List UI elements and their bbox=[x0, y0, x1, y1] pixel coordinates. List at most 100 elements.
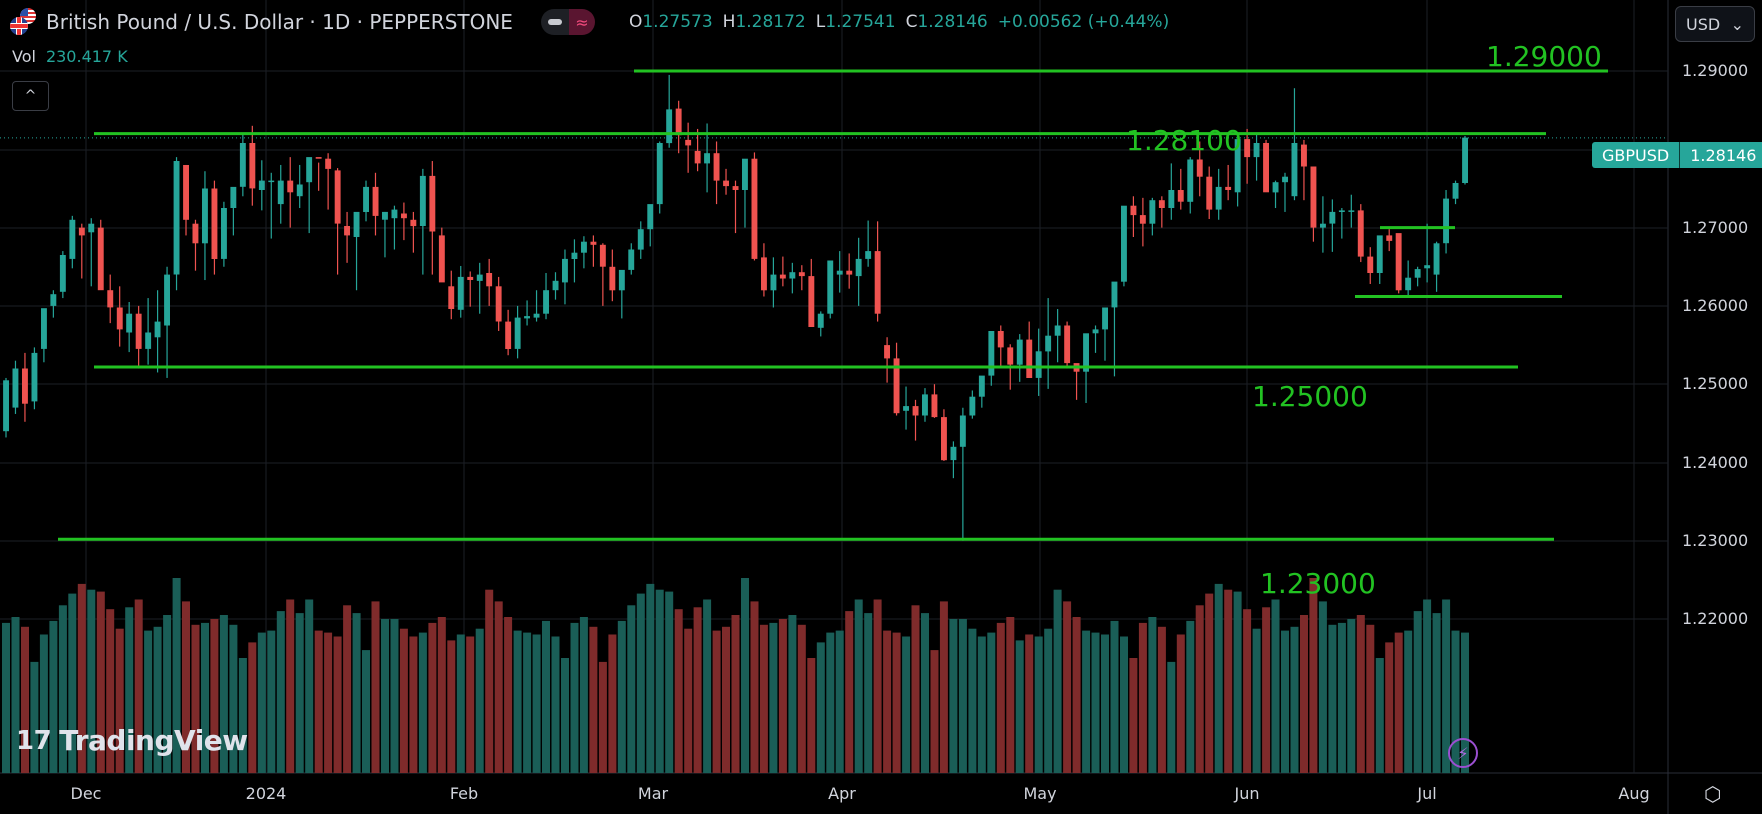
candle-body bbox=[874, 251, 881, 314]
candle-body bbox=[69, 219, 76, 259]
volume-bar bbox=[1347, 619, 1356, 774]
volume-bar bbox=[750, 601, 759, 773]
candle-body bbox=[1338, 210, 1345, 212]
candle-body bbox=[145, 332, 152, 349]
candle-body bbox=[1405, 277, 1412, 291]
candle-body bbox=[344, 226, 350, 236]
candle-body bbox=[1196, 159, 1203, 177]
candle-body bbox=[258, 180, 265, 190]
volume-bar bbox=[1082, 630, 1091, 773]
candle-body bbox=[382, 211, 388, 220]
lightning-icon[interactable]: ⚡ bbox=[1448, 738, 1478, 768]
candle-body bbox=[1035, 351, 1042, 378]
volume-bar bbox=[305, 599, 314, 774]
level-label[interactable]: 1.23000 bbox=[1260, 567, 1376, 600]
candle-body bbox=[78, 227, 85, 236]
tradingview-watermark[interactable]: 17 TradingView bbox=[16, 724, 248, 757]
volume-bar bbox=[693, 607, 702, 774]
symbol-legend: British Pound / U.S. Dollar · 1D · PEPPE… bbox=[10, 8, 1169, 36]
volume-bar bbox=[248, 642, 257, 774]
candle-body bbox=[533, 313, 540, 318]
volume-bar bbox=[807, 658, 816, 773]
compare-icon[interactable]: ≈ bbox=[568, 9, 595, 35]
volume-bar bbox=[665, 591, 674, 773]
candle-body bbox=[912, 406, 919, 416]
candle-body bbox=[552, 280, 559, 291]
volume-bar bbox=[409, 636, 418, 773]
volume-bar bbox=[390, 619, 399, 774]
volume-bar bbox=[49, 620, 58, 773]
volume-bar bbox=[759, 624, 768, 773]
candle-body bbox=[1282, 176, 1288, 183]
currency-selector[interactable]: USD ⌄ bbox=[1675, 6, 1755, 42]
volume-bar bbox=[542, 620, 550, 773]
level-label[interactable]: 1.29000 bbox=[1486, 40, 1602, 73]
volume-bar bbox=[977, 636, 986, 773]
volume-bar bbox=[1356, 615, 1365, 773]
candle-body bbox=[846, 270, 853, 275]
candle-body bbox=[1016, 339, 1023, 365]
volume-bar bbox=[333, 636, 342, 773]
volume-bar bbox=[1423, 599, 1432, 774]
candle-body bbox=[931, 394, 938, 418]
candle-body bbox=[1026, 339, 1033, 378]
candle-body bbox=[12, 368, 19, 408]
price-axis-label: 1.23000 bbox=[1682, 531, 1749, 550]
candle-body bbox=[183, 165, 189, 220]
level-label[interactable]: 1.25000 bbox=[1252, 380, 1368, 413]
volume-bar bbox=[418, 632, 427, 773]
ohlc-values: O1.27573 H1.28172 L1.27541 C1.28146 +0.0… bbox=[629, 12, 1169, 32]
volume-bar bbox=[1385, 642, 1394, 774]
volume-bar bbox=[1110, 620, 1119, 773]
candle-body bbox=[230, 186, 237, 208]
candle-body bbox=[893, 358, 900, 414]
hide-icon[interactable] bbox=[540, 9, 569, 35]
settings-hexagon-icon[interactable]: ⬡ bbox=[1704, 782, 1722, 806]
close-label: C bbox=[905, 12, 918, 32]
volume-bar bbox=[1120, 636, 1128, 773]
volume-bar bbox=[703, 599, 712, 774]
volume-bar bbox=[1101, 634, 1109, 773]
volume-label[interactable]: Vol bbox=[12, 47, 36, 66]
volume-bar bbox=[115, 628, 124, 773]
candle-body bbox=[1462, 137, 1468, 183]
symbol-title[interactable]: British Pound / U.S. Dollar · 1D · PEPPE… bbox=[46, 10, 513, 34]
candle-body bbox=[1348, 210, 1355, 212]
candle-body bbox=[126, 313, 133, 333]
indicator-pill[interactable]: ≈ bbox=[540, 9, 595, 35]
volume-bar bbox=[1375, 658, 1384, 773]
low-value: 1.27541 bbox=[825, 12, 896, 32]
candle-body bbox=[391, 209, 398, 219]
volume-bar bbox=[532, 634, 541, 773]
candle-body bbox=[50, 294, 57, 306]
candle-body bbox=[3, 380, 9, 432]
volume-bar bbox=[1233, 591, 1242, 773]
volume-bar bbox=[883, 630, 892, 773]
candle-body bbox=[325, 158, 332, 169]
volume-bar bbox=[579, 617, 588, 773]
candle-body bbox=[808, 276, 815, 327]
volume-bar bbox=[845, 611, 854, 773]
candle-body bbox=[306, 157, 313, 183]
volume-bar bbox=[608, 634, 617, 773]
volume-bar bbox=[1243, 609, 1252, 773]
level-label[interactable]: 1.28100 bbox=[1126, 124, 1242, 157]
volume-bar bbox=[352, 613, 361, 773]
volume-bar bbox=[636, 593, 645, 773]
volume-bar bbox=[21, 626, 29, 774]
volume-bar bbox=[210, 619, 219, 774]
volume-bar bbox=[589, 626, 598, 774]
candle-body bbox=[988, 331, 995, 376]
collapse-legend-button[interactable]: ^ bbox=[12, 81, 49, 111]
volume-bar bbox=[996, 622, 1005, 774]
candle-body bbox=[1083, 333, 1089, 372]
candle-body bbox=[1433, 243, 1440, 275]
candle-body bbox=[1215, 186, 1222, 210]
volume-bar bbox=[238, 658, 247, 773]
candle-body bbox=[732, 186, 739, 190]
volume-bar bbox=[1413, 611, 1422, 773]
candle-body bbox=[1234, 139, 1241, 193]
candle-body bbox=[88, 223, 95, 233]
volume-bar bbox=[182, 601, 190, 773]
